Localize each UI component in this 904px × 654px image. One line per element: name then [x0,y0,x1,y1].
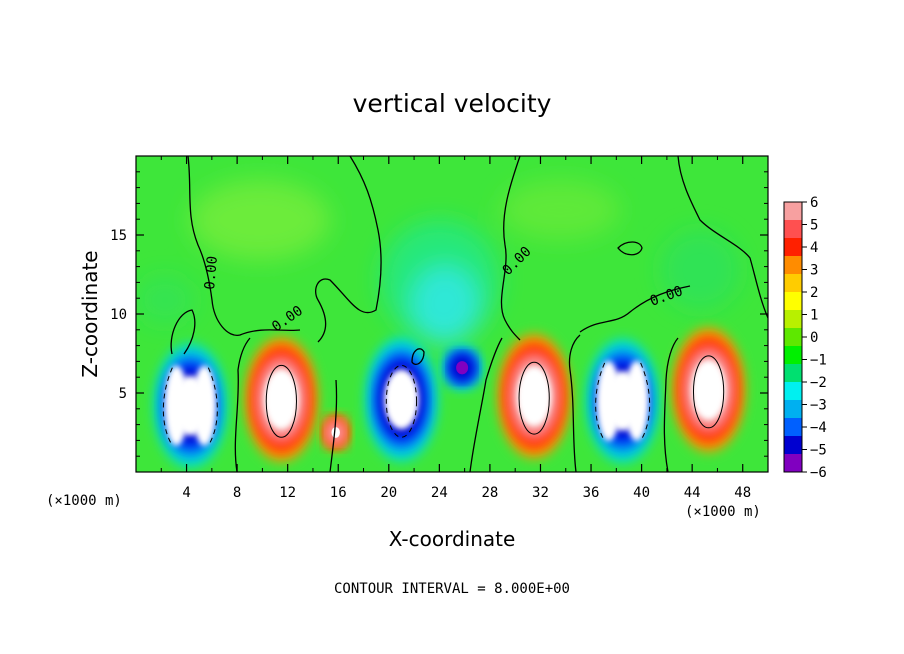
colorbar-swatch [784,238,802,257]
chart-title: vertical velocity [353,89,552,118]
y-tick-label: 15 [110,228,127,244]
colorbar-swatch [784,346,802,365]
colorbar-swatch [784,364,802,383]
x-tick-label: 20 [380,485,397,501]
contour-zero-line [663,337,679,472]
x-tick-label: 40 [633,485,650,501]
velocity-field [136,156,768,472]
contour-zero-line [411,348,425,366]
colorbar-tick-label: −1 [810,353,827,369]
colorbar-tick-label: 2 [810,285,818,301]
colorbar-tick-label: 3 [810,263,818,279]
x-tick-label: 48 [734,485,751,501]
cell-lobe [624,360,649,441]
colorbar-swatch [784,310,802,329]
colorbar-tick-label: 4 [810,240,818,256]
cell-lobe [192,365,217,446]
x-axis-unit-left: (×1000 m) [46,493,122,509]
contour-label: 0.00 [202,255,221,290]
colorbar-swatch [784,256,802,275]
convection-cell [672,327,745,452]
inner-contour [692,355,725,429]
x-axis-unit-right: (×1000 m) [685,504,761,520]
colorbar-tick-label: −2 [810,375,827,391]
convection-cell [365,337,438,462]
colorbar-tick-label: 0 [810,330,818,346]
convection-cell [321,414,350,451]
colorbar-swatch [784,274,802,293]
contour-zero-line [315,156,382,343]
colorbar-swatch [784,328,802,347]
colorbar-tick-label: 5 [810,218,818,234]
contour-zero-line [187,156,301,336]
cell-band [384,369,419,430]
convection-cell [442,345,483,390]
cell-band [516,366,552,426]
contour-zero-line [500,156,521,341]
x-axis-label: X-coordinate [389,527,516,551]
upper-field-variation [136,180,740,345]
convection-cell [154,343,227,468]
colorbar: 6 5 4 3 2 1 0 −1 −2 −3 −4 −5 −6 [783,195,827,481]
contour-zero-line [568,334,581,472]
colorbar-tick-label: −6 [810,465,827,481]
x-tick-label: 8 [233,485,241,501]
colorbar-swatch [784,400,802,419]
contour-zero-line [579,285,691,333]
contour-lines [170,156,768,472]
colorbar-tick-label: −5 [810,443,827,459]
inner-contour [385,364,418,438]
colorbar-swatch [784,436,802,455]
colorbar-tick-label: −3 [810,398,827,414]
colorbar-swatch [784,418,802,437]
x-tick-label: 24 [431,485,448,501]
contour-zero-line [170,309,196,355]
convection-cell [586,338,659,463]
colorbar-swatch [784,454,802,473]
cell-core [331,427,340,438]
y-axis: 5 10 15 [110,171,768,457]
colorbar-swatch [784,382,802,401]
inner-contour [518,361,550,435]
x-tick-label: 16 [330,485,347,501]
contour-zero-line [677,156,768,319]
colorbar-tick-label: 6 [810,195,818,211]
cell-band [264,369,299,430]
x-axis: 4 8 12 16 20 24 28 32 36 40 44 48 [160,156,751,501]
colorbar-swatch [784,220,802,239]
cell-lobe [164,365,189,446]
x-tick-label: 4 [182,485,190,501]
convection-cell [498,334,571,459]
contour-zero-line [469,337,503,472]
x-tick-label: 28 [481,485,498,501]
colorbar-tick-label: −4 [810,420,827,436]
dashed-contour [162,367,218,446]
cell-lobe [596,360,621,441]
contour-interval-label: CONTOUR INTERVAL = 8.000E+00 [334,581,570,597]
contour-zero-line [617,241,643,256]
inner-contour [265,364,297,438]
dashed-contour [595,362,651,442]
colorbar-swatch [784,202,802,221]
contour-zero-line [329,379,338,472]
y-tick-label: 5 [119,386,127,402]
colorbar-swatch [784,292,802,311]
cell-core [456,361,469,375]
contour-zero-line [234,337,251,472]
y-axis-label: Z-coordinate [78,250,102,377]
x-tick-label: 44 [684,485,701,501]
x-tick-label: 32 [532,485,549,501]
colorbar-tick-label: 1 [810,308,818,324]
x-tick-label: 36 [583,485,600,501]
cell-band [691,360,726,420]
convection-cell [245,337,318,462]
y-tick-label: 10 [110,307,127,323]
x-tick-label: 12 [279,485,296,501]
